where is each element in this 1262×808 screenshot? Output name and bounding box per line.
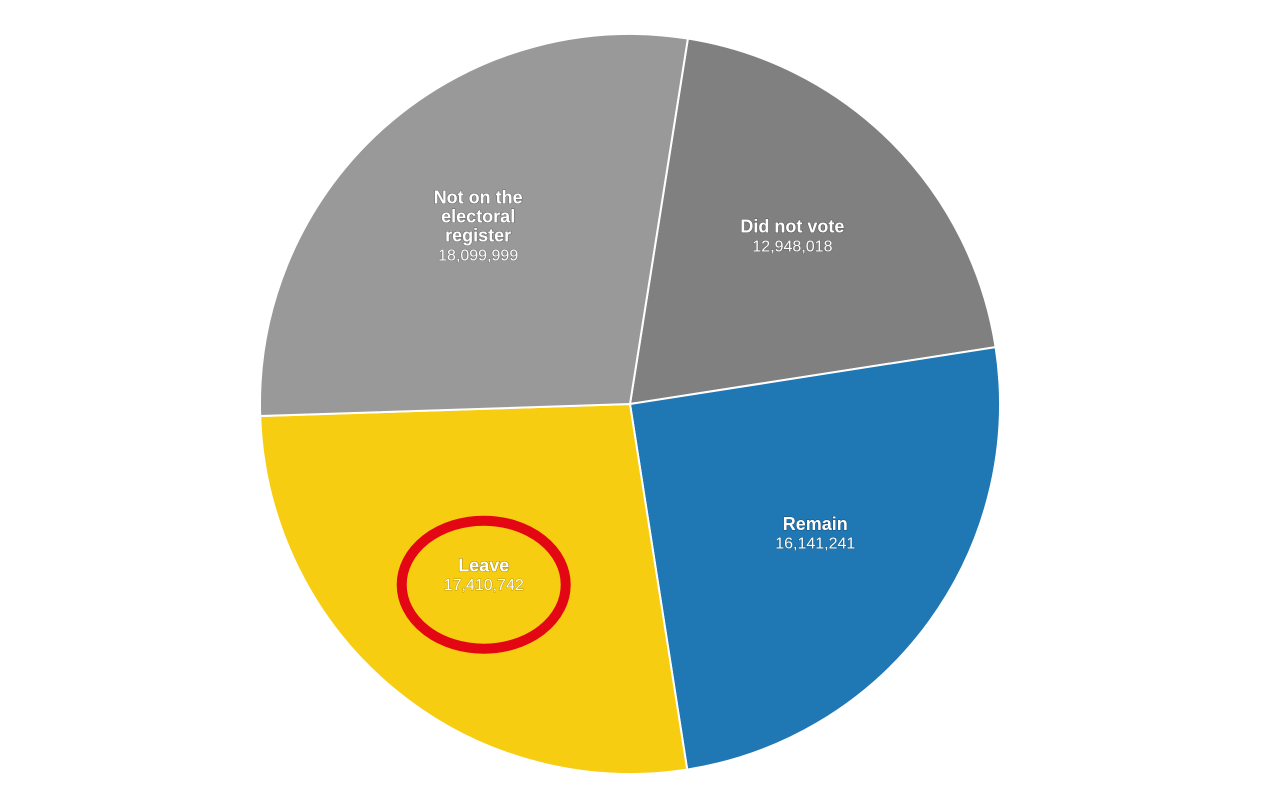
slice-label-group-remain: Remain 16,141,241 xyxy=(775,514,855,553)
slice-value-did_not_vote: 12,948,018 xyxy=(752,238,832,255)
slice-label-group-not_on_register: Not on theelectoralregister 18,099,999 xyxy=(434,188,523,265)
pie-chart: Did not vote12,948,018 Remain 16,141,241 Le… xyxy=(0,0,1262,808)
slice-label-leave: Leave xyxy=(458,555,509,575)
slice-label-not_on_register: Not on the xyxy=(434,188,523,208)
slice-value-not_on_register: 18,099,999 xyxy=(438,247,518,264)
slice-label-remain: Remain xyxy=(783,514,848,534)
pie-chart-container: Did not vote12,948,018 Remain 16,141,241 Le… xyxy=(0,0,1262,808)
slice-value-leave: 17,410,742 xyxy=(444,577,524,594)
slice-value-remain: 16,141,241 xyxy=(775,536,855,553)
slice-label-not_on_register: electoral xyxy=(441,207,515,227)
slice-label-not_on_register: register xyxy=(445,225,511,245)
slice-label-did_not_vote: Did not vote xyxy=(740,217,844,237)
slice-label-group-did_not_vote: Did not vote12,948,018 xyxy=(740,217,844,256)
slice-remain xyxy=(630,347,1000,769)
